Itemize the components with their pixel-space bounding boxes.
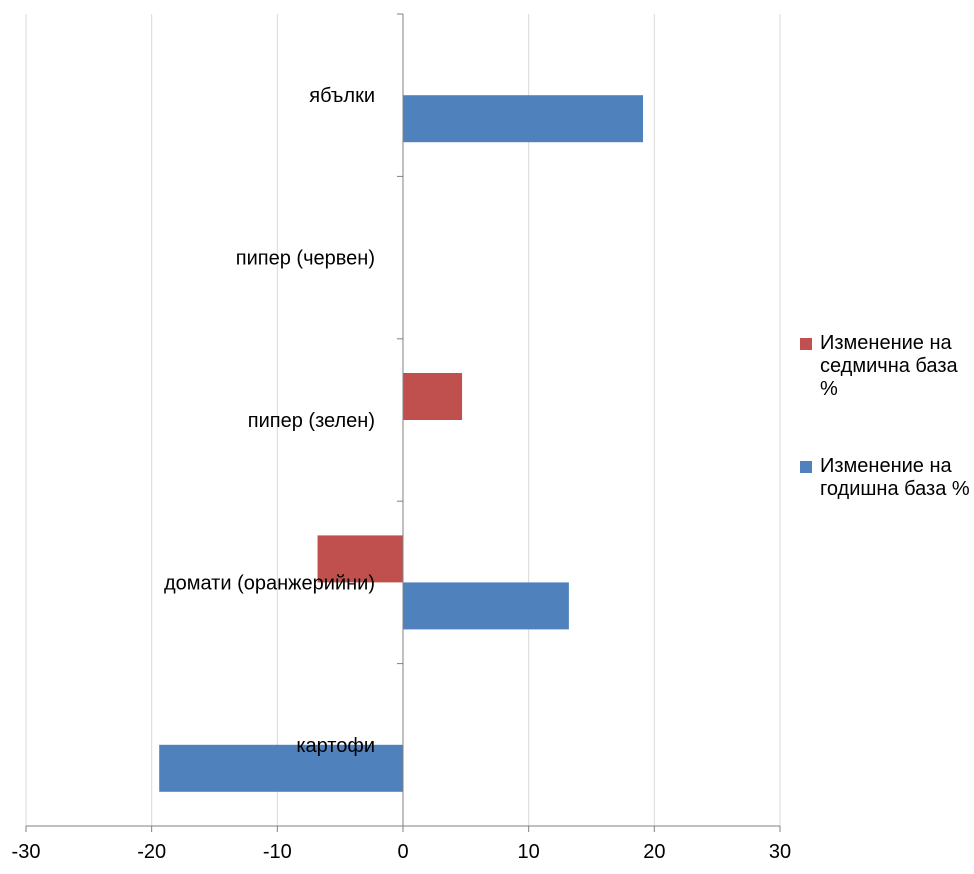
x-tick-label: 30 <box>769 841 791 863</box>
legend-item-yearly: Изменение на годишна база % <box>800 455 974 501</box>
gridlines <box>25 14 781 826</box>
legend-item-weekly: Изменение на седмична база % <box>800 332 974 401</box>
legend-swatch-weekly <box>800 338 812 350</box>
category-label: пипер (червен) <box>236 248 375 270</box>
bars <box>159 95 644 792</box>
bar-yearly <box>403 95 644 143</box>
x-tick-label: -10 <box>263 841 292 863</box>
legend-label-yearly: Изменение на годишна база % <box>820 455 970 500</box>
axes <box>25 13 781 832</box>
x-tick-label: -30 <box>12 841 41 863</box>
bar-yearly <box>159 744 403 792</box>
bar-weekly <box>403 373 463 420</box>
bar-weekly <box>317 535 403 583</box>
category-label: ябълки <box>309 85 375 107</box>
category-label: домати (оранжерийни) <box>164 572 375 594</box>
bar-yearly <box>403 582 569 630</box>
category-label: пипер (зелен) <box>248 410 375 432</box>
x-tick-label: -20 <box>137 841 166 863</box>
legend-swatch-yearly <box>800 461 812 473</box>
category-labels: ябълки пипер (червен) пипер (зелен) домати … <box>164 85 375 757</box>
x-tick-labels: -30 -20 -10 0 10 20 30 <box>12 841 792 863</box>
legend-label-weekly: Изменение на седмична база % <box>820 332 958 400</box>
category-label: картофи <box>296 735 375 757</box>
x-tick-label: 20 <box>643 841 665 863</box>
legend: Изменение на седмична база % Изменение н… <box>800 332 974 555</box>
x-tick-label: 10 <box>518 841 540 863</box>
x-tick-label: 0 <box>397 841 408 863</box>
